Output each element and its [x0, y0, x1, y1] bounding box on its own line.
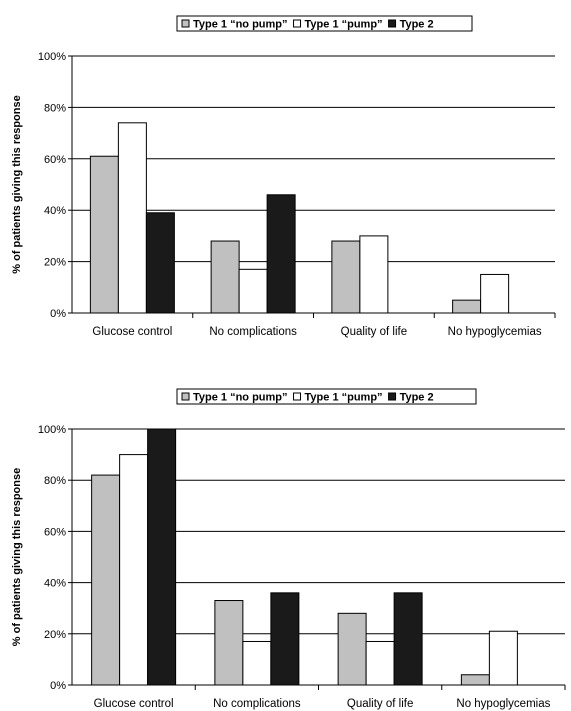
legend-box	[176, 388, 477, 405]
legend-swatch-3	[388, 19, 397, 28]
x-category-label: Glucose control	[94, 698, 174, 710]
bar	[119, 454, 149, 686]
y-tick-label: 40%	[44, 205, 66, 217]
y-axis-label: % of patients giving this response	[11, 468, 23, 646]
bar	[147, 428, 177, 686]
x-category-label: Quality of life	[347, 698, 413, 710]
bar	[337, 612, 367, 686]
bar	[91, 474, 121, 686]
x-category-label: No hypoglycemias	[456, 698, 550, 710]
legend-box	[176, 15, 473, 32]
bar	[145, 212, 175, 314]
legend: Type 1 “no pump” Type 1 “pump” Type 2	[176, 388, 477, 405]
x-category-label: Quality of life	[341, 326, 407, 338]
legend-label-2: Type 1 “pump”	[305, 19, 383, 31]
legend-label-1: Type 1 “no pump”	[193, 392, 288, 404]
chart-2: Type 1 “no pump” Type 1 “pump” Type 2 0% 20%…	[11, 388, 566, 710]
bar	[359, 235, 389, 314]
bar	[488, 630, 518, 686]
y-tick-label: 100%	[38, 424, 66, 436]
y-axis-label: % of patients giving this response	[11, 95, 23, 273]
legend-swatch-1	[181, 392, 190, 401]
legend-label-3: Type 2	[400, 392, 434, 404]
legend-label-2: Type 1 “pump”	[305, 392, 383, 404]
bar	[460, 674, 490, 686]
chart-1: Type 1 “no pump” Type 1 “pump” Type 2 0% 20%…	[11, 15, 556, 338]
y-tick-label: 80%	[44, 102, 66, 114]
bar	[266, 194, 296, 314]
bar	[452, 299, 482, 314]
x-category-label: No hypoglycemias	[448, 326, 542, 338]
legend-swatch-1	[181, 19, 190, 28]
x-category-label: No complications	[213, 698, 301, 710]
y-tick-label: 20%	[44, 257, 66, 269]
y-tick-label: 60%	[44, 154, 66, 166]
bar	[480, 273, 510, 314]
y-tick-label: 80%	[44, 475, 66, 487]
y-tick-label: 40%	[44, 578, 66, 590]
bar	[214, 600, 244, 686]
bar	[238, 268, 268, 314]
legend-swatch-3	[388, 392, 397, 401]
y-tick-label: 0%	[50, 308, 66, 320]
bar	[393, 592, 423, 686]
legend-label-3: Type 2	[400, 19, 434, 31]
x-category-label: Glucose control	[92, 326, 172, 338]
bar	[242, 640, 272, 686]
bar	[117, 122, 147, 314]
y-tick-label: 20%	[44, 629, 66, 641]
bar	[331, 240, 361, 314]
legend-label-1: Type 1 “no pump”	[193, 19, 288, 31]
bar	[365, 640, 395, 686]
legend-swatch-2	[293, 19, 302, 28]
x-category-label: No complications	[209, 326, 297, 338]
legend: Type 1 “no pump” Type 1 “pump” Type 2	[176, 15, 473, 32]
bar	[270, 592, 300, 686]
y-tick-label: 100%	[38, 51, 66, 63]
bar	[89, 155, 119, 314]
y-tick-label: 0%	[50, 680, 66, 692]
y-tick-label: 60%	[44, 526, 66, 538]
legend-swatch-2	[293, 392, 302, 401]
bar	[210, 240, 240, 314]
